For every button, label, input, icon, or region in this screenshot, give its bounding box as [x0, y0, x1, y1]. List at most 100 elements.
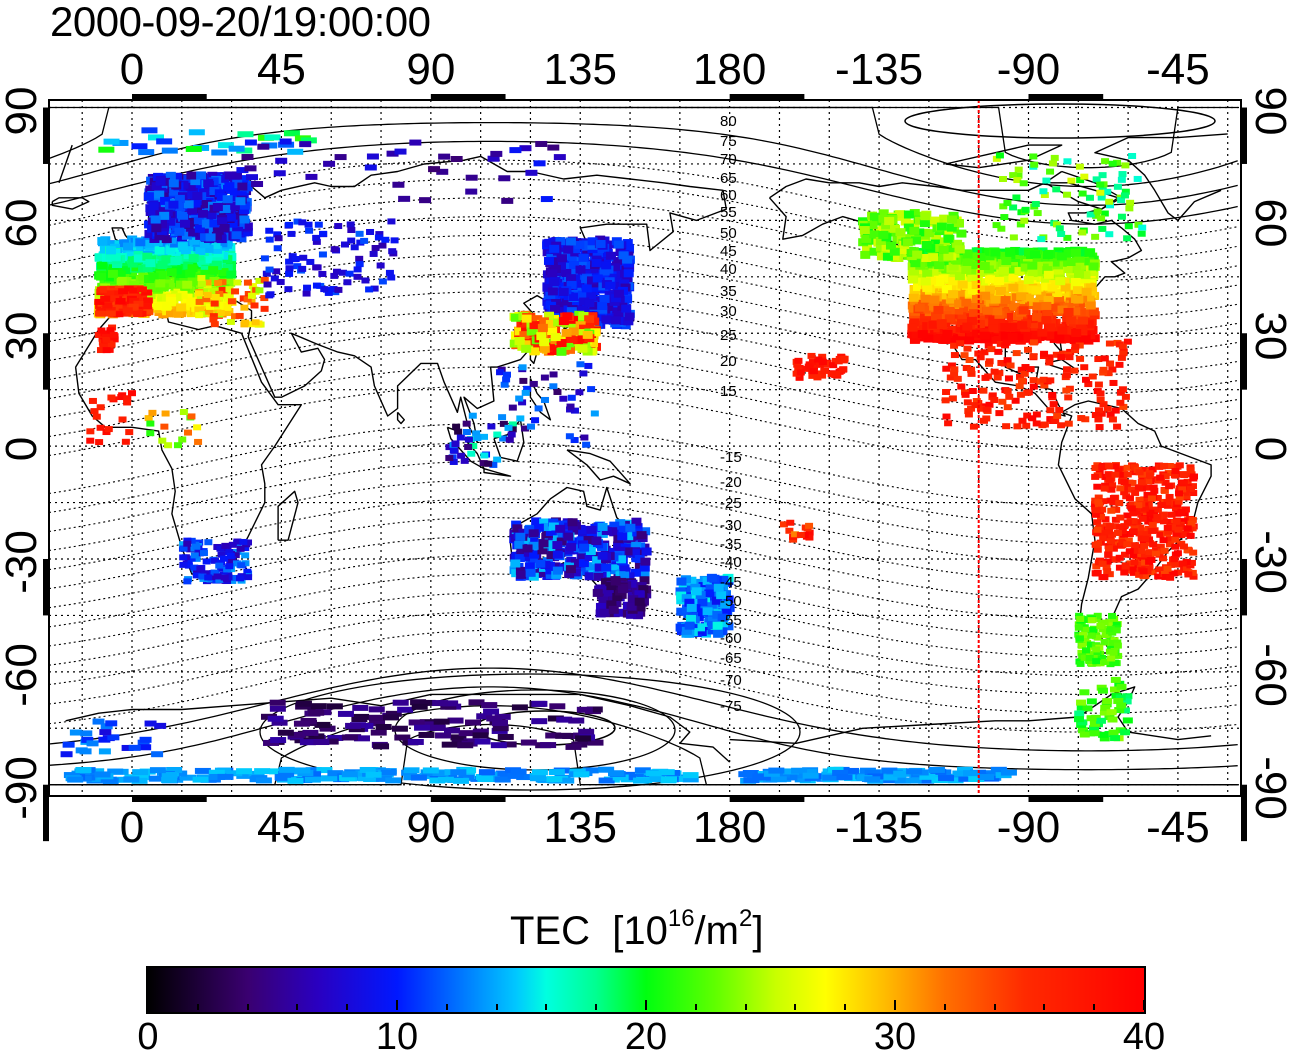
- tec-cell: [1116, 515, 1124, 521]
- tec-cell: [196, 566, 204, 572]
- tec-cell: [592, 259, 602, 267]
- tec-cell: [1005, 248, 1015, 256]
- tec-cell: [145, 415, 153, 421]
- tec-cell: [937, 223, 947, 231]
- tec-cell: [103, 347, 111, 353]
- tec-cell: [461, 458, 469, 464]
- tec-cell: [1177, 509, 1185, 515]
- tec-cell: [1013, 423, 1021, 429]
- tec-cell: [469, 413, 477, 419]
- tec-cell: [1105, 528, 1113, 534]
- tec-cell: [226, 214, 236, 222]
- tec-cell: [132, 311, 142, 317]
- tec-cell: [1164, 525, 1172, 531]
- tec-cell: [991, 369, 999, 375]
- tec-cell: [145, 259, 155, 267]
- tec-cell: [530, 381, 538, 387]
- tec-cell: [232, 231, 242, 239]
- tec-cell: [187, 413, 195, 419]
- tec-cell: [1123, 235, 1131, 241]
- tec-cell: [964, 336, 974, 344]
- tec-cell: [174, 442, 182, 448]
- tec-cell: [597, 302, 607, 310]
- tec-cell: [1166, 494, 1174, 500]
- tec-cell: [611, 316, 621, 324]
- tec-cell: [388, 248, 396, 254]
- tec-cell: [231, 288, 239, 294]
- tec-cell: [194, 439, 202, 445]
- tec-cell: [347, 227, 355, 233]
- tec-cell: [1101, 639, 1109, 645]
- tec-cell: [557, 254, 567, 262]
- tec-cell: [566, 433, 574, 439]
- tec-cell: [366, 229, 374, 235]
- tec-cell: [1096, 190, 1104, 196]
- tec-cell: [1104, 406, 1112, 412]
- tec-cell: [1119, 171, 1127, 177]
- tec-cell: [347, 221, 355, 227]
- tec-cell: [252, 319, 260, 325]
- tec-cell: [1105, 471, 1113, 477]
- tec-cell: [990, 249, 1000, 257]
- tec-cell: [319, 231, 327, 237]
- tec-cell: [235, 197, 245, 205]
- tec-cell: [506, 437, 514, 443]
- tec-cell: [942, 397, 950, 403]
- tec-cell: [969, 388, 977, 394]
- tec-cell: [1189, 550, 1197, 556]
- tec-cell: [922, 241, 932, 249]
- tec-cell: [1087, 633, 1095, 639]
- tec-cell: [193, 424, 201, 430]
- tec-cell: [197, 275, 205, 281]
- tec-cell: [943, 235, 953, 243]
- tec-cell: [1121, 162, 1129, 168]
- tec-cell: [559, 288, 569, 296]
- tec-cell: [948, 290, 958, 298]
- tec-cell: [244, 280, 252, 286]
- tec-cell: [553, 389, 561, 395]
- tec-cell: [1001, 257, 1011, 265]
- tec-cell: [1092, 570, 1100, 576]
- tec-cell: [1041, 316, 1051, 324]
- tec-cell: [839, 367, 847, 373]
- tec-cell: [1171, 537, 1179, 543]
- tec-cell: [1027, 262, 1037, 270]
- tec-cell: [353, 274, 361, 280]
- tec-cell: [1184, 571, 1192, 577]
- tec-cell: [378, 243, 386, 249]
- tec-cell: [123, 399, 131, 405]
- tec-cell: [993, 222, 1001, 228]
- tec-cell: [240, 305, 248, 311]
- tec-cell: [203, 558, 211, 564]
- tec-cell: [484, 461, 492, 467]
- tec-cell: [605, 282, 615, 290]
- tec-cell: [1141, 536, 1149, 542]
- tec-cell: [1008, 284, 1018, 292]
- tec-cell: [266, 237, 274, 243]
- tec-cell: [125, 429, 133, 435]
- tec-cell: [1037, 329, 1047, 337]
- tec-cell: [298, 266, 306, 272]
- tec-cell: [1071, 344, 1079, 350]
- tec-cell: [1063, 158, 1071, 164]
- tec-cell: [567, 404, 575, 410]
- tec-cell: [625, 313, 635, 321]
- tec-cell: [196, 171, 206, 179]
- tec-cell: [1131, 490, 1139, 496]
- tec-cell: [920, 212, 930, 220]
- tec-cell: [142, 303, 152, 309]
- tec-cell: [1121, 192, 1129, 198]
- tec-cell: [160, 424, 168, 430]
- tec-cell: [1083, 705, 1093, 711]
- tec-cell: [204, 292, 212, 298]
- tec-cell: [217, 310, 225, 316]
- tec-cell: [288, 231, 296, 237]
- tec-cell: [582, 284, 592, 292]
- tec-cell: [1005, 375, 1013, 381]
- tec-cell: [621, 305, 631, 313]
- tec-cell: [221, 575, 229, 581]
- tec-cell: [1105, 463, 1113, 469]
- tec-cell: [569, 293, 579, 301]
- tec-cell: [1100, 574, 1108, 580]
- tec-cell: [1126, 200, 1134, 206]
